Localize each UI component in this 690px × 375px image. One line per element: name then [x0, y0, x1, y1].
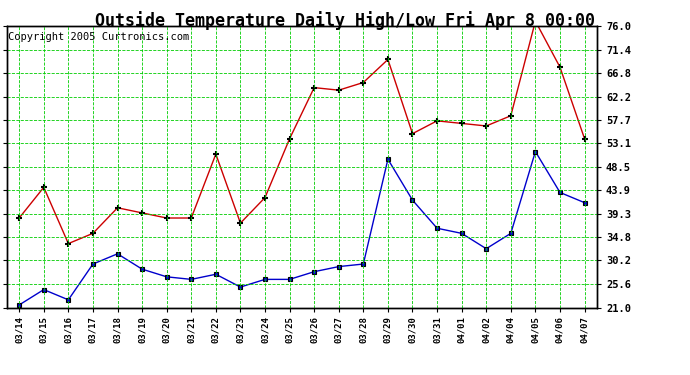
Text: Outside Temperature Daily High/Low Fri Apr 8 00:00: Outside Temperature Daily High/Low Fri A… [95, 11, 595, 30]
Text: Copyright 2005 Curtronics.com: Copyright 2005 Curtronics.com [8, 32, 189, 42]
